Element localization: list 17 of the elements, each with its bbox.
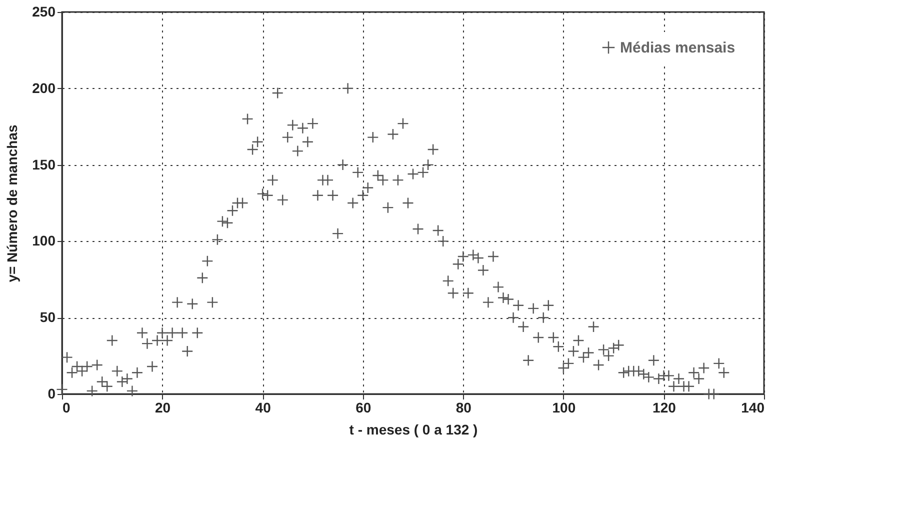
y-tick-label: 200 [32,80,56,96]
x-tick-label: 100 [552,400,576,416]
y-tick-label: 100 [32,232,56,249]
x-tick-label: 0 [62,400,70,416]
y-tick-label: 50 [40,309,56,326]
x-tick-label: 20 [154,400,171,416]
y-tick-label: 0 [48,386,56,402]
x-tick-label: 40 [255,400,272,416]
y-tick-label: 250 [32,4,56,20]
y-axis-title: y= Número de manchas [4,124,20,282]
x-tick-label: 120 [652,400,676,416]
x-tick-label: 60 [356,400,372,416]
x-tick-label: 80 [456,400,472,416]
y-tick-label: 150 [32,156,56,172]
legend-label: Médias mensais [620,40,736,56]
x-tick-label: 140 [741,400,765,416]
x-axis-title: t - meses ( 0 a 132 ) [349,422,478,438]
